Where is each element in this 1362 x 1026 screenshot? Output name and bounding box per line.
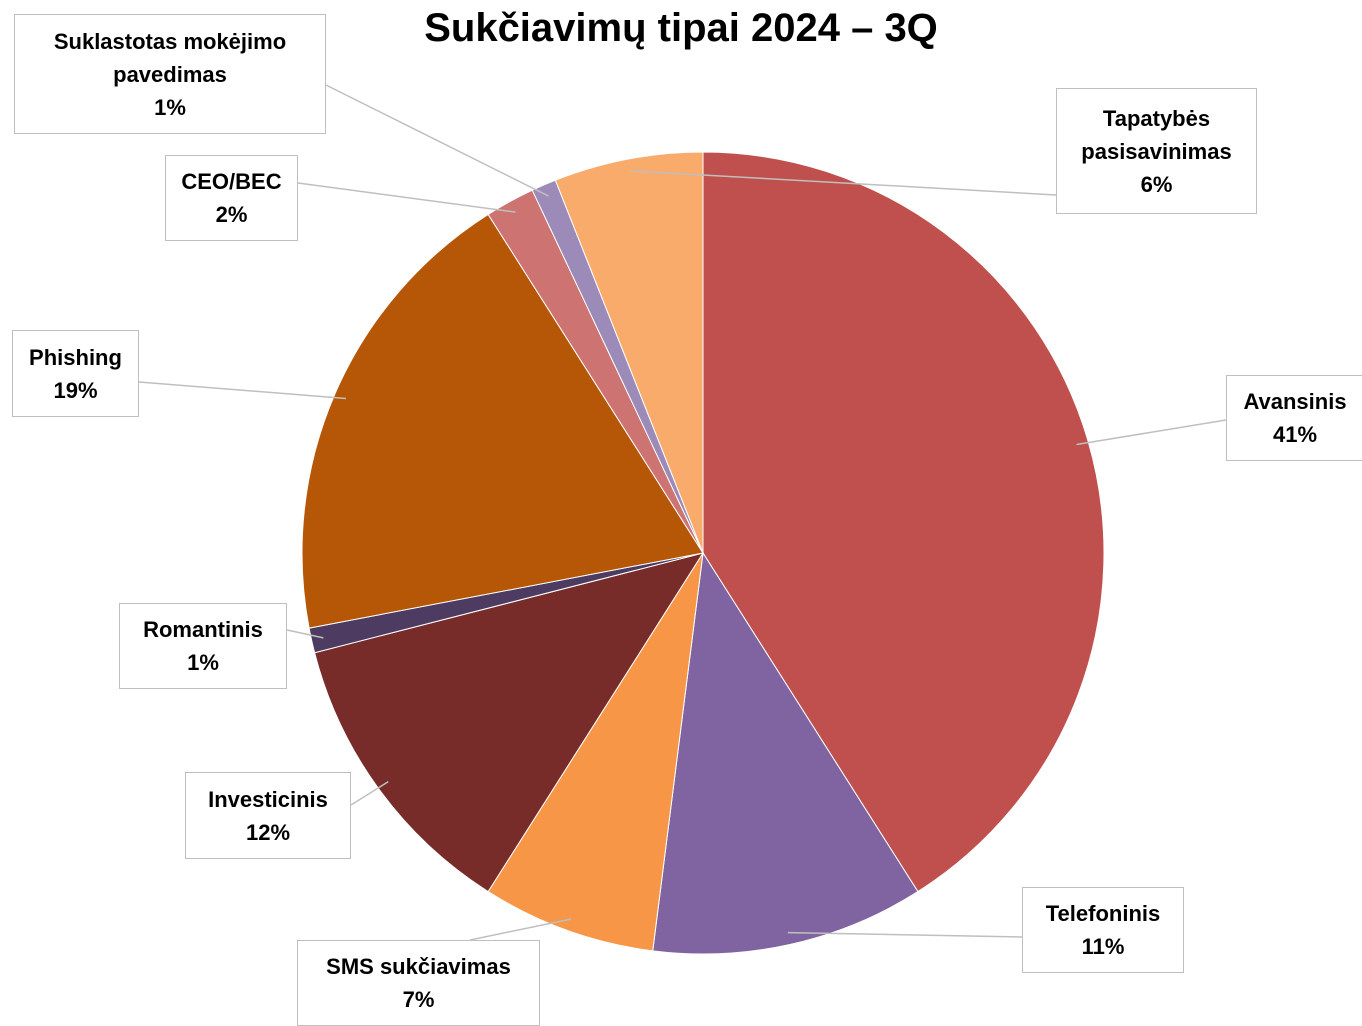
pie-slice [313, 552, 705, 893]
pie-slice [487, 552, 704, 952]
label-name: SMS sukčiavimas [326, 954, 511, 979]
label-value: 2% [215, 202, 248, 227]
label-value: 7% [402, 987, 435, 1012]
label-value: 1% [187, 650, 219, 675]
leader-line [1076, 419, 1227, 446]
pie-slice [702, 151, 1105, 893]
leader-line [286, 629, 324, 639]
label-value: 1% [154, 94, 186, 120]
leader-line [630, 170, 1057, 196]
label-name: Tapatybės pasisavinimas [1081, 105, 1232, 164]
pie-slice [301, 213, 704, 629]
data-label: Phishing 19% [12, 330, 139, 417]
leader-line [469, 918, 572, 941]
data-label: Tapatybės pasisavinimas 6% [1056, 88, 1257, 214]
data-label: Telefoninis 11% [1022, 887, 1184, 973]
data-label: Suklastotas mokėjimo pavedimas 1% [14, 14, 326, 134]
leader-line [297, 182, 516, 213]
leader-line [350, 780, 389, 806]
label-name: Investicinis [208, 786, 328, 812]
data-label: CEO/BEC 2% [165, 155, 298, 241]
data-label: Avansinis 41% [1226, 375, 1362, 461]
data-label: Romantinis 1% [119, 603, 287, 689]
label-name: Phishing [29, 344, 122, 370]
leader-line [325, 84, 549, 197]
label-name: CEO/BEC [181, 169, 282, 194]
data-label: Investicinis 12% [185, 772, 351, 859]
leader-line [138, 381, 347, 400]
label-name: Avansinis [1243, 389, 1347, 414]
label-name: Suklastotas mokėjimo pavedimas [53, 28, 287, 87]
label-value: 6% [1140, 171, 1173, 197]
pie-slice [554, 151, 704, 554]
label-value: 19% [53, 377, 98, 403]
chart-title: Sukčiavimų tipai 2024 – 3Q [424, 6, 938, 50]
label-value: 12% [245, 819, 291, 845]
label-name: Telefoninis [1045, 901, 1161, 926]
label-value: 11% [1081, 934, 1125, 959]
label-value: 41% [1272, 422, 1318, 447]
data-label: SMS sukčiavimas 7% [297, 940, 540, 1026]
label-name: Romantinis [143, 617, 263, 642]
leader-line [787, 931, 1023, 938]
pie-slice [652, 551, 919, 955]
